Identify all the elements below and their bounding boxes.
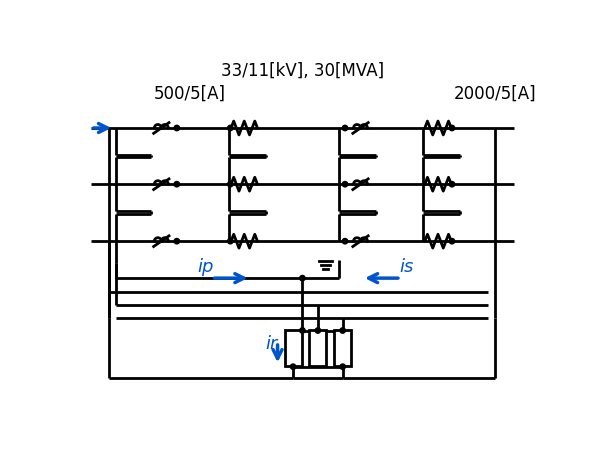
Circle shape [340, 364, 345, 369]
Bar [309, 330, 326, 367]
Circle shape [449, 125, 455, 131]
Circle shape [342, 125, 348, 131]
Circle shape [449, 181, 455, 187]
Circle shape [228, 239, 233, 244]
Circle shape [228, 181, 233, 187]
Text: ir: ir [265, 335, 277, 353]
Bar [334, 330, 351, 367]
Text: 2000/5[A]: 2000/5[A] [454, 85, 536, 102]
Circle shape [228, 125, 233, 131]
Circle shape [449, 239, 455, 244]
Circle shape [174, 181, 179, 187]
Text: is: is [400, 258, 414, 276]
Circle shape [342, 239, 348, 244]
Circle shape [315, 328, 320, 333]
Circle shape [290, 364, 296, 369]
Text: ip: ip [197, 258, 214, 276]
Text: 500/5[A]: 500/5[A] [153, 85, 225, 102]
Circle shape [300, 276, 305, 281]
Circle shape [340, 328, 345, 333]
Circle shape [174, 239, 179, 244]
Circle shape [300, 328, 305, 333]
Bar [284, 330, 301, 367]
Text: 33/11[kV], 30[MVA]: 33/11[kV], 30[MVA] [221, 61, 384, 79]
Circle shape [342, 181, 348, 187]
Circle shape [174, 125, 179, 131]
